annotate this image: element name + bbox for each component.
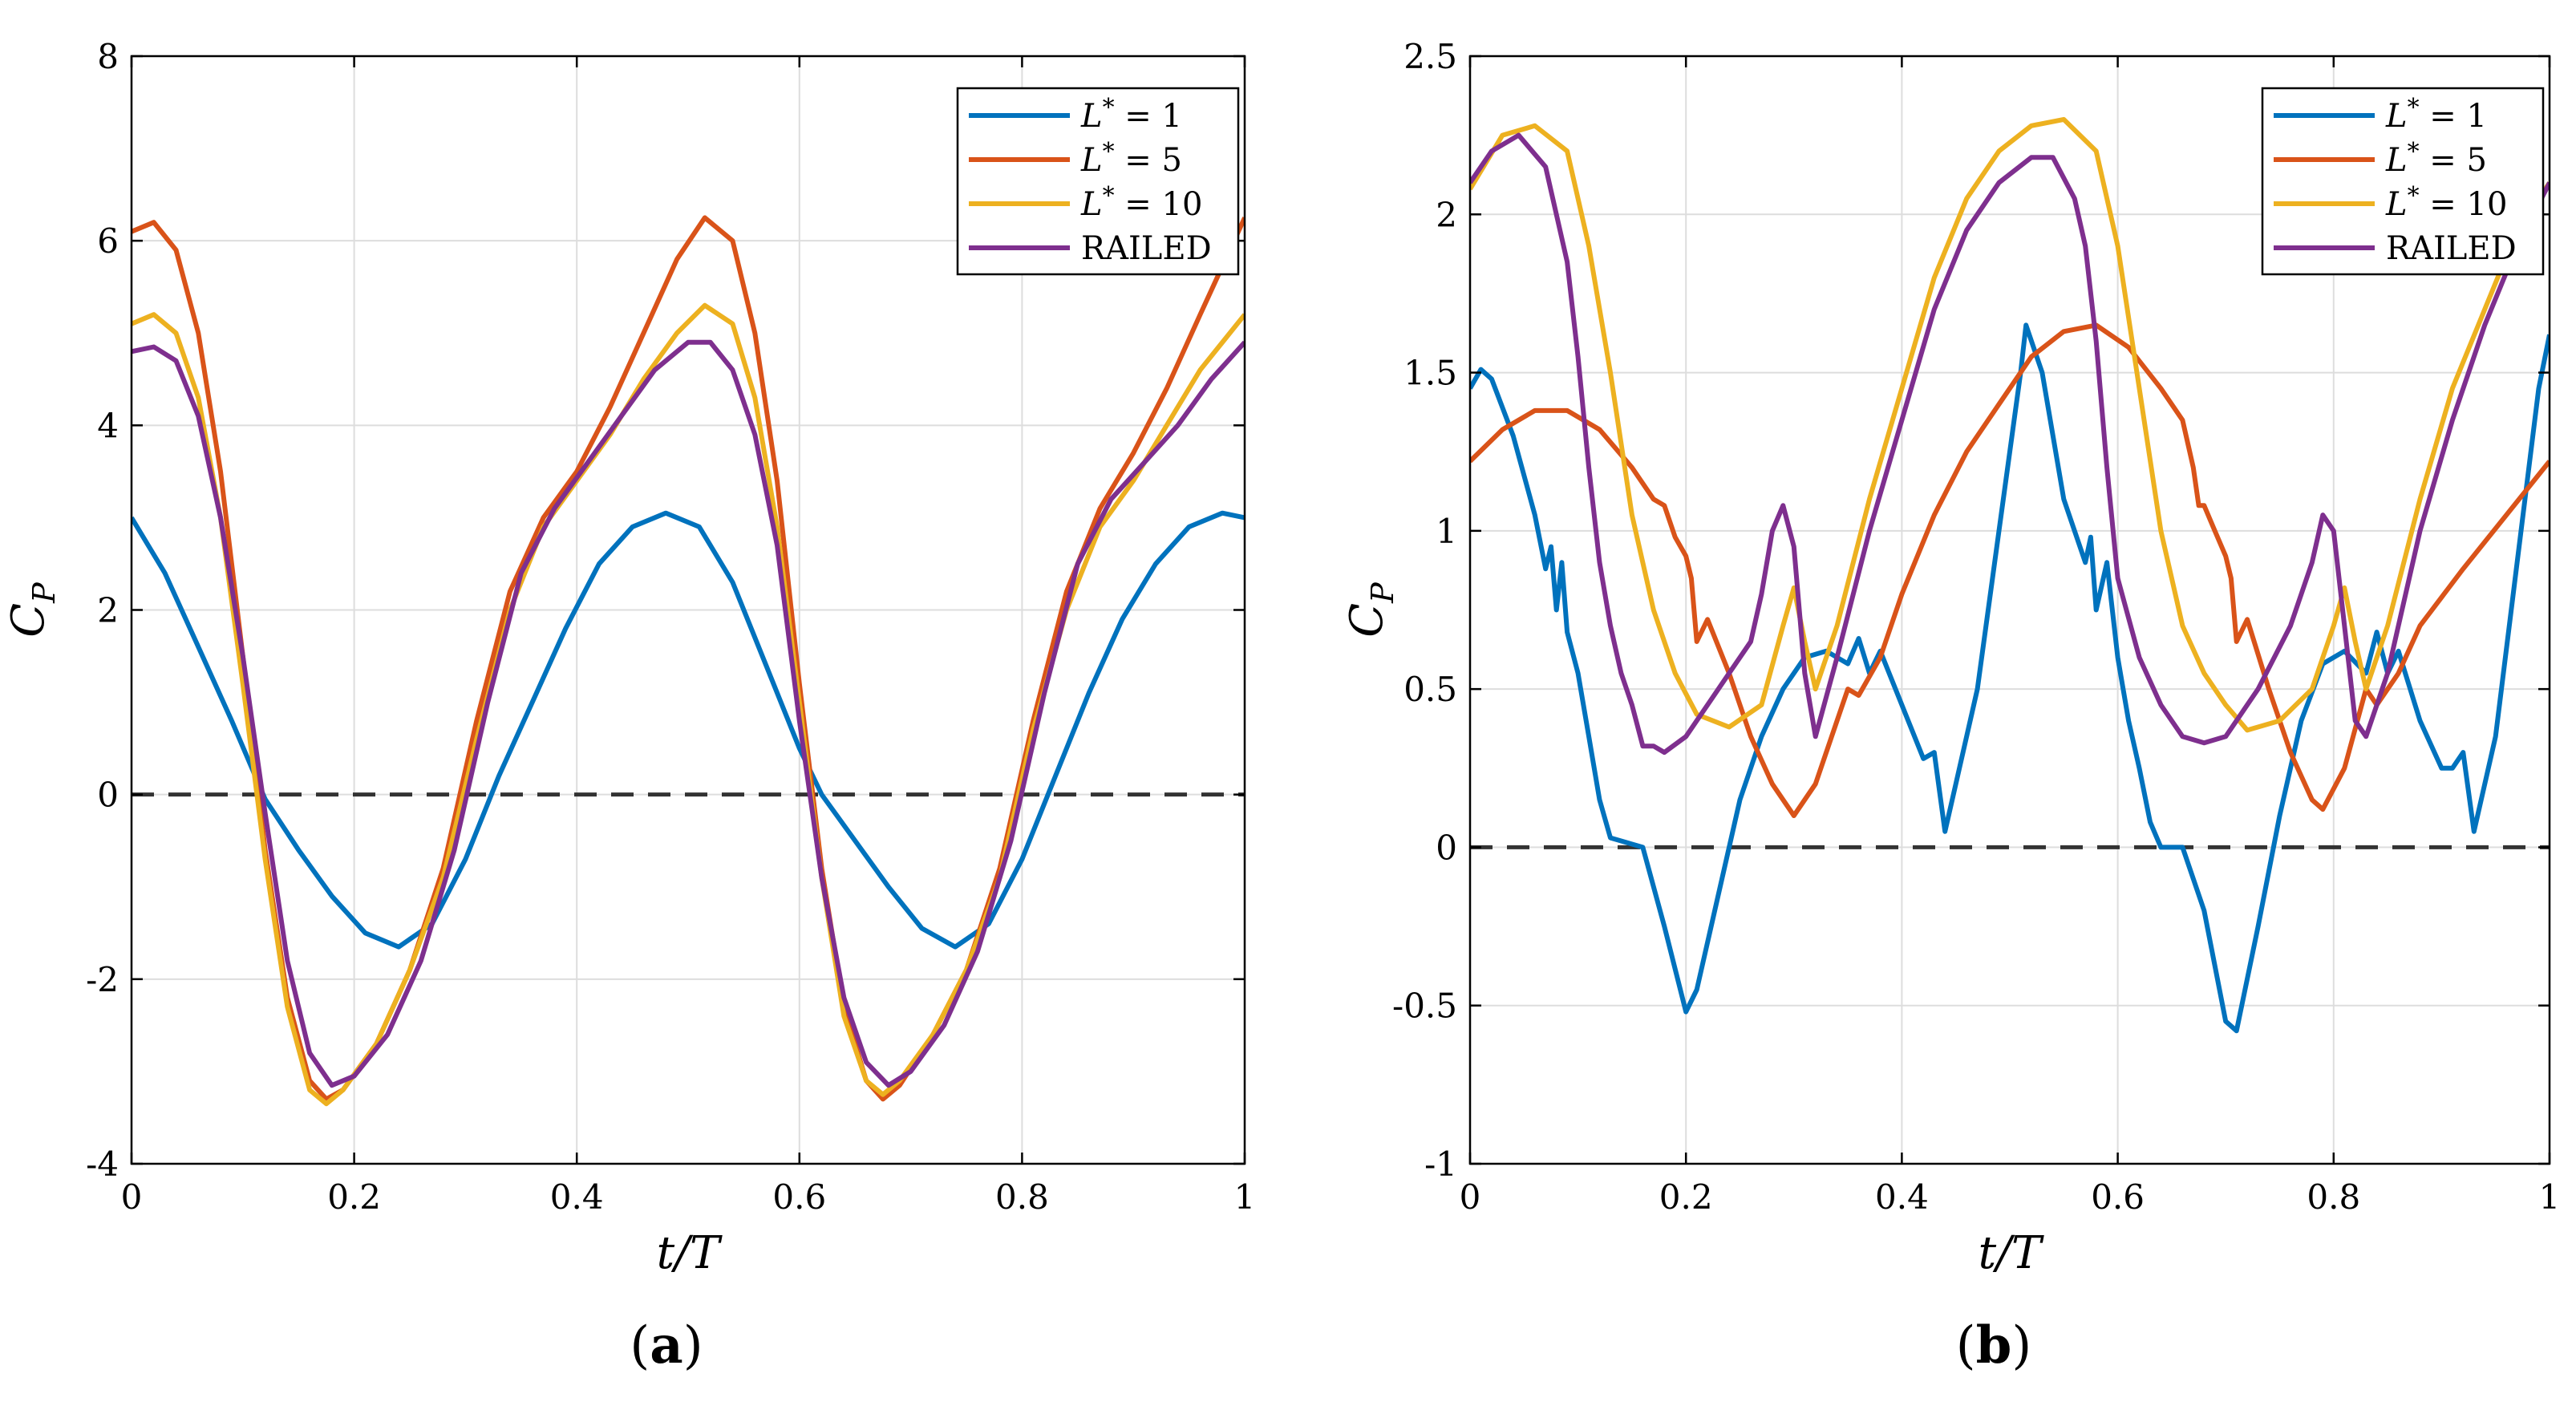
y-tick-label: 2 [1436, 195, 1457, 234]
x-tick-label: 0.2 [1659, 1177, 1713, 1217]
y-tick-label: 0 [1436, 828, 1457, 867]
caption-b: (b) [1955, 1315, 2032, 1376]
legend-label-l10: L* = 10 [2385, 182, 2507, 223]
y-tick-label: -1 [1424, 1145, 1457, 1184]
series-line-railed [132, 339, 1245, 1088]
y-tick-label: 0.5 [1403, 670, 1457, 709]
series-line-railed [1470, 132, 2550, 756]
legend-label-l1: L* = 1 [1080, 94, 1182, 135]
x-tick-label: 0 [121, 1177, 143, 1217]
legend-label-railed: RAILED [2386, 230, 2517, 267]
legend: L* = 1L* = 5L* = 10 RAILED [956, 87, 1240, 276]
y-tick-label: 6 [97, 221, 119, 261]
y-tick-label: 1 [1436, 512, 1457, 551]
x-tick-label: 0.6 [2091, 1177, 2145, 1217]
legend: L* = 1L* = 5L* = 10 RAILED [2261, 87, 2545, 276]
series-line-l1 [1470, 322, 2550, 1034]
y-tick-label: 2.5 [1403, 37, 1457, 76]
y-tick-label: 2 [97, 591, 119, 630]
legend-label-l1: L* = 1 [2385, 94, 2487, 135]
series-line-l10 [132, 302, 1245, 1107]
legend-box [2261, 87, 2545, 276]
series-line-l10 [1470, 116, 2550, 733]
y-tick-label: 4 [97, 406, 119, 445]
x-axis-label: t/T [1979, 1227, 2044, 1279]
y-tick-label: -4 [86, 1145, 119, 1184]
x-tick-label: 1 [1234, 1177, 1256, 1217]
chart-panel-a: 0 0.2 0.4 0.6 0.8 1 -4 -2 0 2 4 6 8 t/T CP L* = 1L* = 5… [2, 37, 1255, 1279]
x-tick-label: 0.8 [2307, 1177, 2360, 1217]
x-tick-label: 0.2 [327, 1177, 381, 1217]
y-axis-label: CP [1341, 581, 1400, 638]
series-line-l5 [1470, 322, 2550, 818]
x-tick-label: 0.4 [1875, 1177, 1929, 1217]
y-tick-label: -0.5 [1392, 987, 1457, 1026]
chart-panel-b: 0 0.2 0.4 0.6 0.8 1 -1 -0.5 0 0.5 1 1.5 2 2.5 t/T CP L* … [1341, 37, 2560, 1279]
legend-label-railed: RAILED [1081, 230, 1212, 267]
caption-b-letter: b [1975, 1315, 2012, 1376]
x-tick-label: 0.8 [995, 1177, 1049, 1217]
y-tick-label: 1.5 [1403, 354, 1457, 393]
x-tick-label: 0 [1460, 1177, 1481, 1217]
y-axis-label: CP [2, 581, 62, 638]
series-line-l5 [132, 215, 1245, 1102]
x-tick-label: 0.6 [772, 1177, 826, 1217]
y-tick-label: -2 [86, 960, 119, 999]
y-tick-label: 0 [97, 776, 119, 815]
x-axis-label: t/T [657, 1227, 723, 1279]
legend-box [956, 87, 1240, 276]
x-tick-label: 0.4 [550, 1177, 604, 1217]
x-tick-label: 1 [2539, 1177, 2561, 1217]
y-tick-label: 8 [97, 37, 119, 76]
caption-a-letter: a [650, 1315, 683, 1376]
caption-a: (a) [630, 1315, 703, 1376]
axes-box [1468, 55, 2551, 1165]
series-line-l1 [132, 510, 1245, 950]
legend-label-l5: L* = 5 [1080, 138, 1182, 179]
legend-label-l10: L* = 10 [1080, 182, 1202, 223]
legend-label-l5: L* = 5 [2385, 138, 2487, 179]
